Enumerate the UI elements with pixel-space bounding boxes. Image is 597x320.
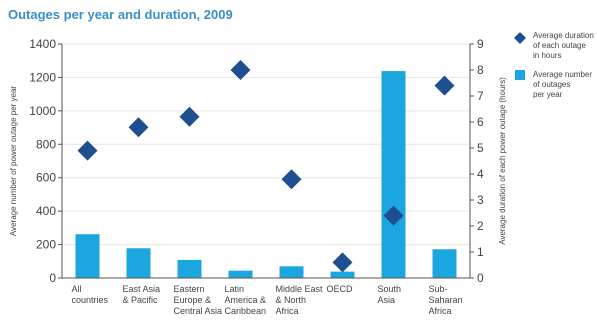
left-axis-label: Average number of power outage per year xyxy=(9,86,18,237)
point-series xyxy=(77,60,455,273)
point-3 xyxy=(230,60,251,80)
left-tick-label-0: 0 xyxy=(49,271,56,285)
category-label-5: OECD xyxy=(327,284,354,294)
legend-swatch-duration xyxy=(514,32,526,44)
right-tick-label-1: 1 xyxy=(477,245,484,259)
bar-1 xyxy=(126,248,151,278)
left-axis-ticks: 0 200 400 600 800 1000 1200 1400 xyxy=(29,37,62,285)
right-tick-label-3: 3 xyxy=(477,193,484,207)
category-label-0: All countries xyxy=(72,284,109,305)
point-6 xyxy=(383,205,404,226)
legend: Average duration of each outage in hours Av… xyxy=(514,31,594,99)
left-tick-label-7: 1400 xyxy=(29,37,56,51)
left-tick-label-4: 800 xyxy=(36,137,56,151)
chart-title: Outages per year and duration, 2009 xyxy=(8,7,233,22)
right-tick-label-6: 6 xyxy=(477,115,484,129)
point-1 xyxy=(128,117,149,138)
bar-0 xyxy=(75,234,100,278)
category-label-6: South Asia xyxy=(378,284,402,305)
legend-label-outages: Average number of outages per year xyxy=(533,70,592,99)
right-tick-label-5: 5 xyxy=(477,141,484,155)
right-tick-label-2: 2 xyxy=(477,219,484,233)
category-label-4: Middle East & North Africa xyxy=(276,284,324,316)
left-tick-label-1: 200 xyxy=(36,238,56,252)
point-5 xyxy=(332,252,353,273)
right-axis-label: Average duration of each power outage (h… xyxy=(498,77,507,245)
bar-4 xyxy=(279,266,304,278)
right-tick-label-0: 0 xyxy=(477,271,484,285)
bar-series xyxy=(75,71,457,278)
bar-5 xyxy=(330,271,355,278)
left-tick-label-2: 400 xyxy=(36,204,56,218)
legend-swatch-outages xyxy=(515,70,525,80)
category-label-3: Latin America & Caribbean xyxy=(225,284,267,316)
point-2 xyxy=(179,106,200,127)
right-tick-label-8: 8 xyxy=(477,63,484,77)
bar-3 xyxy=(228,270,253,278)
right-tick-label-7: 7 xyxy=(477,89,484,103)
gridlines xyxy=(62,43,470,246)
right-axis-ticks: 0 1 2 3 4 5 6 7 8 9 xyxy=(470,37,484,285)
point-4 xyxy=(281,169,302,190)
category-labels: All countries East Asia & Pacific Eastern Eur… xyxy=(72,284,463,316)
left-tick-label-3: 600 xyxy=(36,171,56,185)
bar-2 xyxy=(177,259,202,278)
category-label-7: Sub-Saharan Africa xyxy=(429,284,463,316)
category-label-2: Eastern Europe & Central Asia xyxy=(174,284,223,316)
right-tick-label-4: 4 xyxy=(477,167,484,181)
left-tick-label-5: 1000 xyxy=(29,104,56,118)
point-0 xyxy=(77,140,98,161)
legend-label-duration: Average duration of each outage in hours xyxy=(533,31,594,60)
category-label-1: East Asia & Pacific xyxy=(123,284,161,305)
point-7 xyxy=(434,75,455,96)
bar-7 xyxy=(432,249,457,278)
left-tick-label-6: 1200 xyxy=(29,70,56,84)
right-tick-label-9: 9 xyxy=(477,37,484,51)
bar-6 xyxy=(381,71,406,278)
